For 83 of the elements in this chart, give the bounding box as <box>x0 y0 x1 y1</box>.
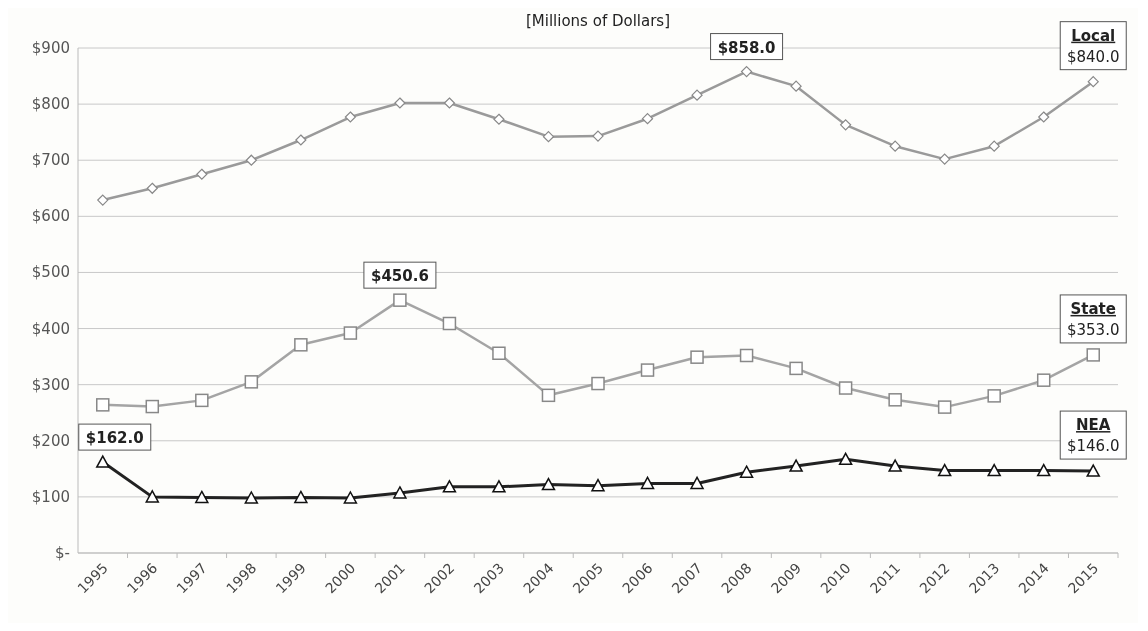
point <box>888 459 902 472</box>
point <box>591 376 605 391</box>
point <box>840 119 852 131</box>
y-tick-label: $500 <box>31 263 70 282</box>
point <box>294 490 308 504</box>
point <box>641 113 654 125</box>
point <box>541 388 556 403</box>
point <box>1036 463 1051 477</box>
point <box>244 491 259 504</box>
point <box>690 476 704 490</box>
point <box>739 465 754 478</box>
point <box>1087 76 1099 88</box>
point <box>343 326 358 340</box>
y-tick-label: $300 <box>31 375 70 394</box>
point <box>343 491 358 504</box>
y-tick-label: $700 <box>31 151 70 170</box>
y-tick-label: $200 <box>31 431 70 450</box>
chart-title: [Millions of Dollars] <box>525 12 671 30</box>
point <box>1086 348 1100 362</box>
point <box>196 168 208 180</box>
point <box>640 476 655 490</box>
point <box>690 350 704 364</box>
point <box>442 480 457 493</box>
point <box>838 452 853 466</box>
point <box>294 338 308 352</box>
data-label: $858.0 <box>717 38 776 57</box>
point <box>592 130 604 142</box>
point <box>789 459 803 472</box>
point <box>1038 111 1050 123</box>
point <box>393 486 407 499</box>
point <box>838 381 853 395</box>
data-label: $353.0 <box>1066 320 1120 339</box>
point <box>492 346 506 360</box>
data-label: $146.0 <box>1066 437 1120 456</box>
point <box>987 389 1001 403</box>
point <box>691 89 703 101</box>
point <box>493 113 505 125</box>
point <box>145 490 160 503</box>
text: Local <box>1071 26 1116 45</box>
point <box>145 399 160 414</box>
point <box>542 131 555 143</box>
y-tick-label: $900 <box>31 39 70 57</box>
point <box>146 182 158 194</box>
point <box>790 80 802 92</box>
point <box>394 97 406 109</box>
point <box>889 140 901 152</box>
point <box>344 111 356 123</box>
point <box>195 393 209 408</box>
point <box>96 455 110 468</box>
data-label: $450.6 <box>370 267 429 286</box>
point <box>245 154 257 166</box>
point <box>939 153 951 165</box>
data-label: $162.0 <box>85 429 144 448</box>
text: NEA <box>1076 416 1111 435</box>
point <box>442 316 457 331</box>
point <box>96 398 110 412</box>
y-tick-label: $- <box>55 544 70 562</box>
point <box>443 97 456 109</box>
point <box>492 480 506 493</box>
y-tick-label: $600 <box>31 207 70 226</box>
point <box>888 393 902 407</box>
point <box>97 194 109 206</box>
point <box>789 361 803 376</box>
y-tick-label: $800 <box>31 95 70 114</box>
point <box>937 400 952 414</box>
point <box>541 477 556 491</box>
point <box>987 463 1001 477</box>
point <box>988 140 1000 152</box>
y-tick-label: $100 <box>31 487 70 506</box>
text: State <box>1070 299 1116 318</box>
point <box>740 65 753 78</box>
point <box>739 348 754 363</box>
data-label: $840.0 <box>1066 47 1120 66</box>
point <box>1036 373 1051 387</box>
point <box>937 463 952 477</box>
point <box>1086 464 1100 477</box>
point <box>244 375 259 389</box>
point <box>195 490 209 504</box>
point <box>640 363 655 377</box>
y-tick-label: $400 <box>31 319 70 338</box>
point <box>393 293 407 307</box>
point <box>591 478 605 492</box>
point <box>295 134 307 146</box>
